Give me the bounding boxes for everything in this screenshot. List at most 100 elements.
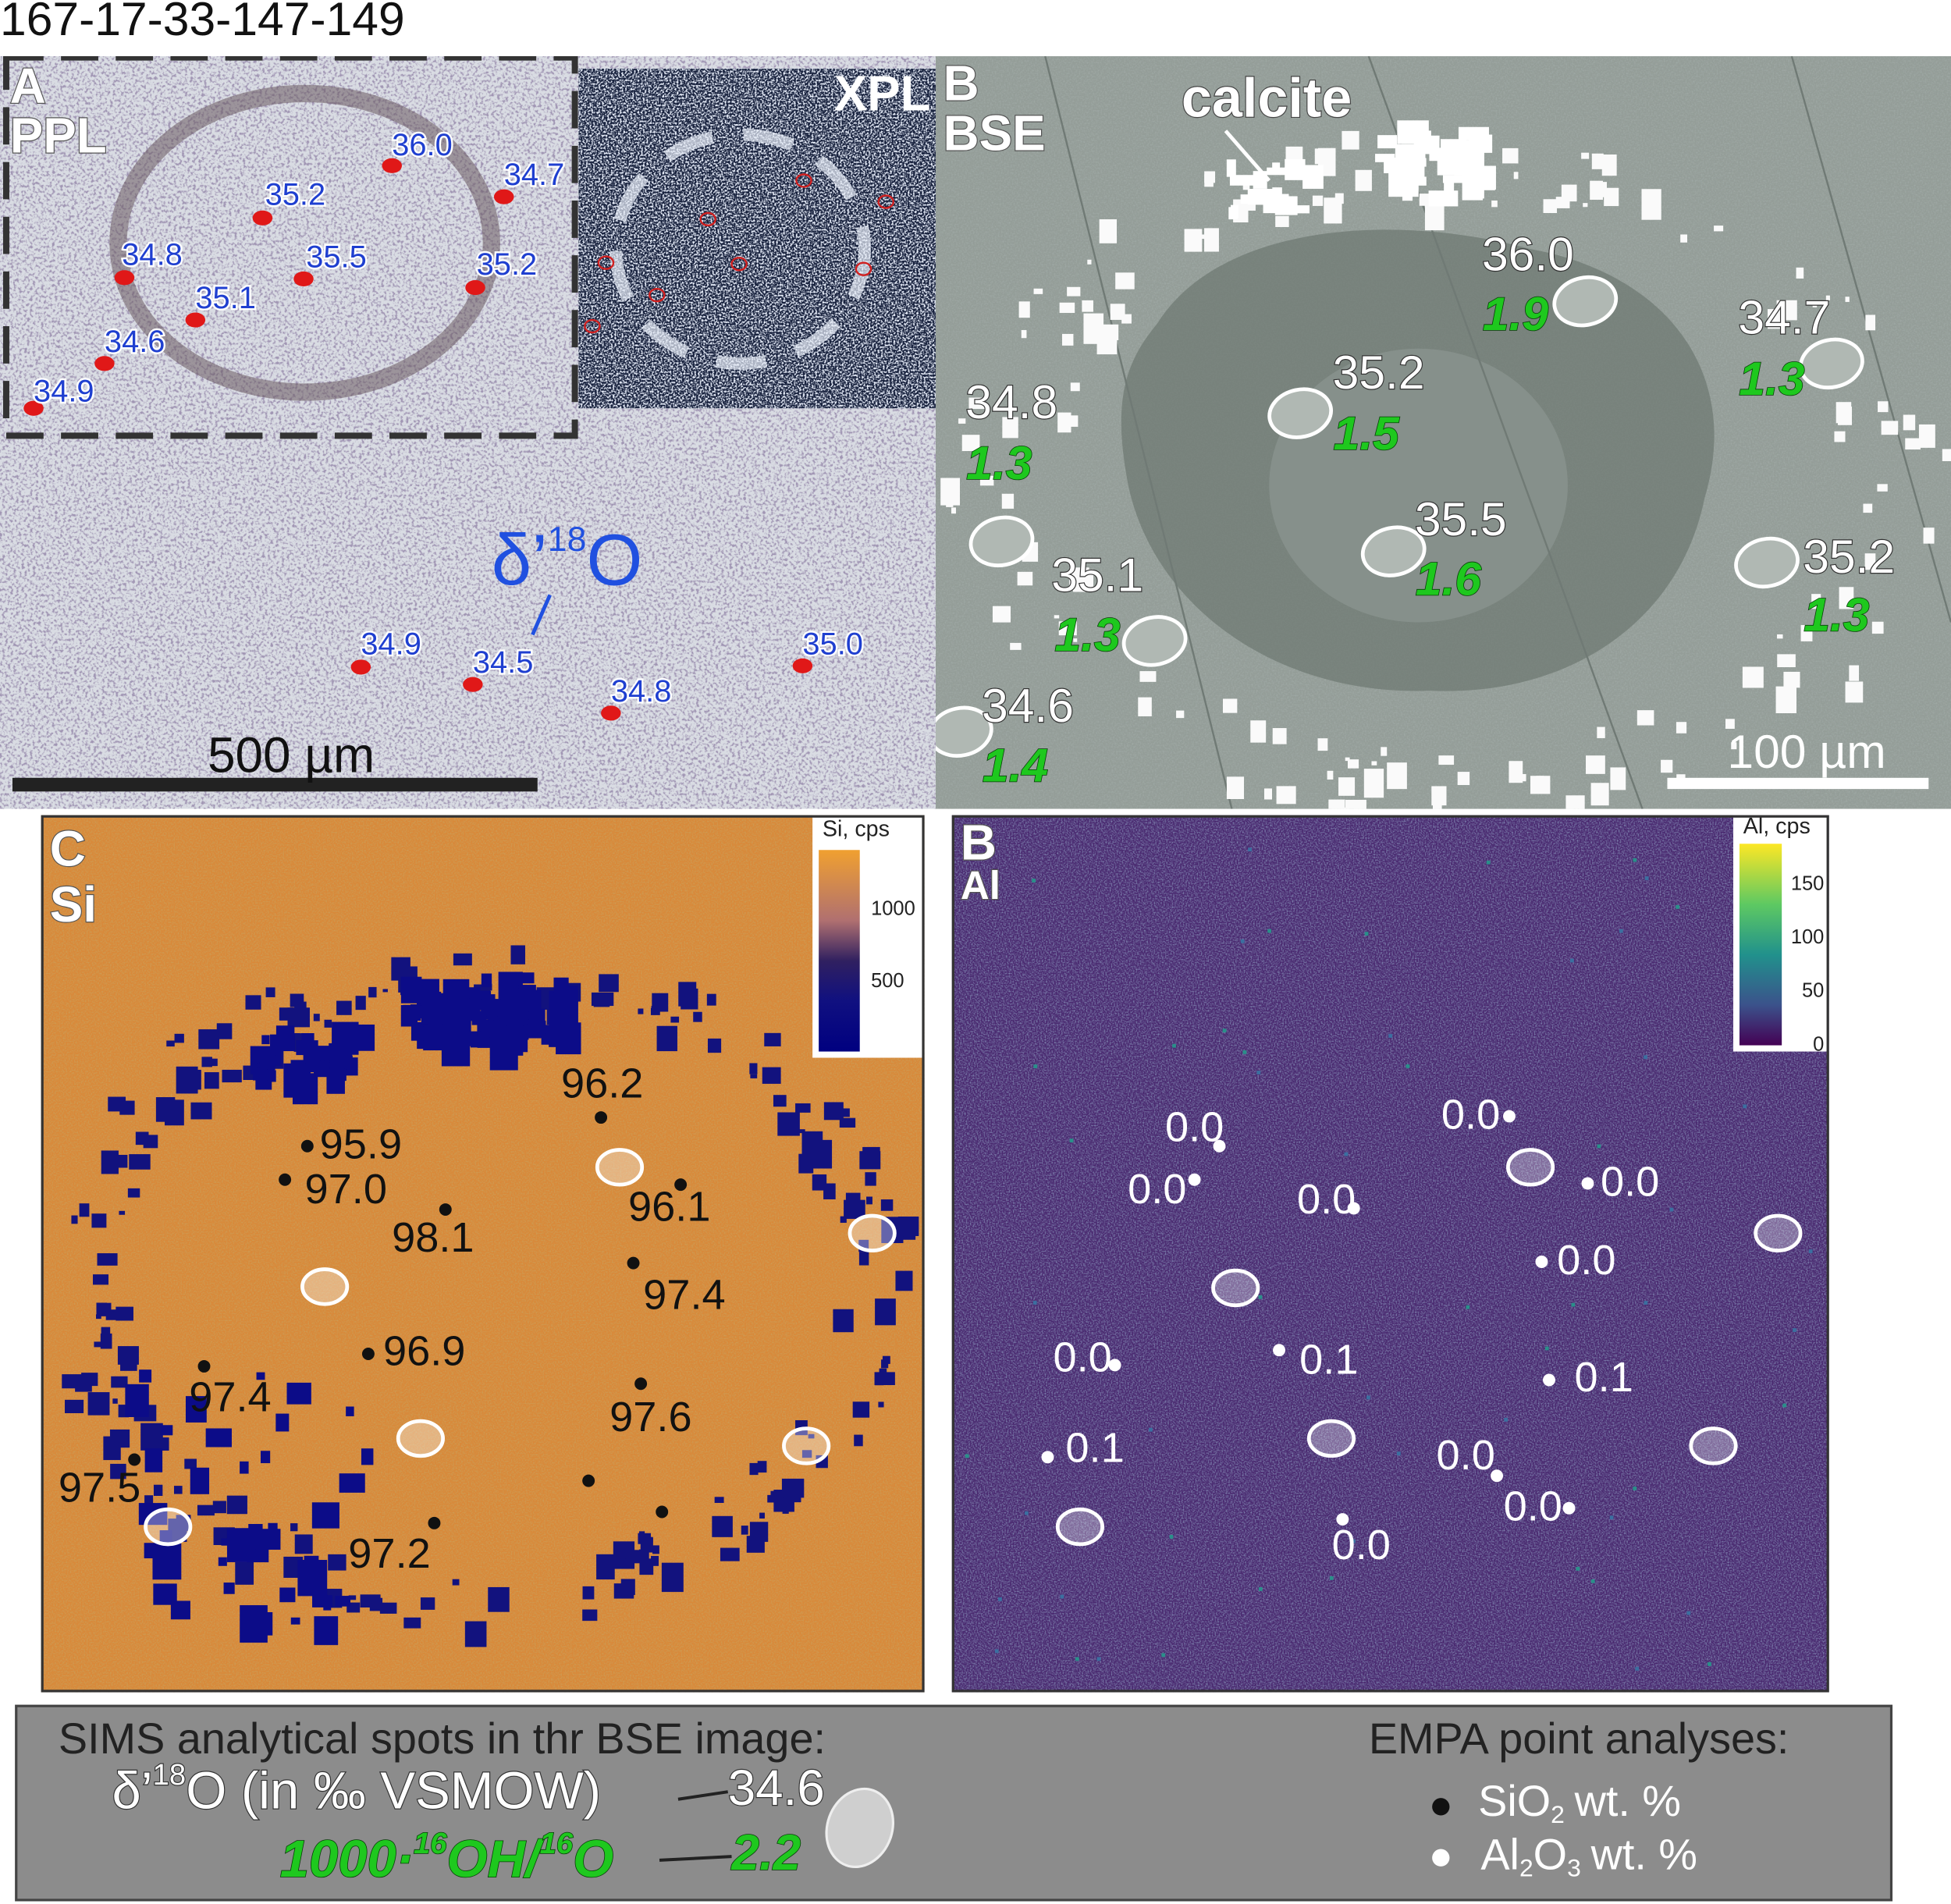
calcite-grain xyxy=(1302,165,1324,189)
calcite-grain xyxy=(1059,415,1079,427)
calcite-grain xyxy=(1586,755,1605,774)
calcite-grain xyxy=(1519,773,1526,782)
al-pixel xyxy=(1364,932,1369,936)
sims-pit xyxy=(935,705,993,758)
al-pixel xyxy=(1396,1451,1401,1456)
phase-grain xyxy=(414,979,439,1004)
calcite-grain xyxy=(1777,654,1796,668)
phase-grain xyxy=(117,1154,128,1168)
phase-grain xyxy=(895,1270,913,1291)
phase-grain xyxy=(166,1040,175,1047)
phase-grain xyxy=(651,1555,659,1566)
empa-point xyxy=(1108,1359,1121,1372)
calcite-grain xyxy=(1783,671,1800,688)
phase-grain xyxy=(757,1461,767,1473)
phase-grain xyxy=(153,1484,163,1496)
phase-grain xyxy=(129,1154,151,1170)
xpl-spot xyxy=(597,255,615,270)
empa-point xyxy=(279,1173,292,1186)
calcite-grain xyxy=(1731,742,1737,750)
calcite-grain xyxy=(1059,302,1075,314)
phase-grain xyxy=(94,1341,101,1348)
colorbar-tick-label: 1000 xyxy=(871,898,915,920)
calcite-grain xyxy=(1267,167,1291,176)
phase-grain xyxy=(746,1536,765,1553)
phase-grain xyxy=(286,1064,298,1072)
sims-pit xyxy=(595,1148,645,1187)
phase-grain xyxy=(707,1038,722,1053)
empa-point xyxy=(128,1453,141,1466)
legend-leader xyxy=(659,1855,732,1862)
panel-label: A xyxy=(10,58,46,114)
phase-grain xyxy=(290,1033,300,1040)
calcite-grain xyxy=(1263,788,1273,800)
calcite-grain xyxy=(1058,621,1077,636)
phase-grain xyxy=(101,1150,119,1174)
spot-label: 34.8 xyxy=(122,237,183,272)
phase-grain xyxy=(104,1410,110,1415)
phase-grain xyxy=(290,1617,300,1625)
al-pixel xyxy=(1032,1301,1037,1305)
phase-grain xyxy=(111,1376,128,1388)
phase-grain xyxy=(446,1003,468,1017)
calcite-grain xyxy=(1400,176,1427,186)
al-pixel xyxy=(1544,1346,1549,1351)
panel-label: C xyxy=(50,820,86,876)
phase-grain xyxy=(159,1530,172,1543)
phase-grain xyxy=(100,1333,112,1349)
calcite-grain xyxy=(1796,267,1804,279)
sims-pit xyxy=(848,1213,897,1253)
colorbar xyxy=(1739,844,1782,1046)
d18o-label: 35.2 xyxy=(1803,530,1895,583)
d18o-label: 35.1 xyxy=(1051,549,1143,602)
calcite-grain xyxy=(1839,587,1854,609)
calcite-grain xyxy=(968,397,985,410)
calcite-grain xyxy=(1561,184,1577,202)
al-pixel xyxy=(1486,860,1491,865)
oh-label: 1.4 xyxy=(983,739,1048,792)
phase-grain xyxy=(125,1384,149,1418)
calcite-grain xyxy=(1863,503,1873,513)
calcite-grain xyxy=(1067,286,1081,297)
al-pixel xyxy=(1406,1064,1410,1068)
phase-grain xyxy=(324,1019,332,1028)
sims-spot xyxy=(792,658,813,673)
phase-grain xyxy=(339,1473,365,1493)
calcite-grain xyxy=(1342,130,1359,150)
calcite-grain xyxy=(1083,313,1104,344)
phase-grain xyxy=(773,1095,787,1107)
phase-grain xyxy=(101,1327,111,1334)
calcite-grain xyxy=(1849,665,1860,681)
text-part: SiO xyxy=(1478,1776,1551,1825)
calcite-grain xyxy=(1363,769,1384,798)
sims-pit xyxy=(1306,1419,1356,1458)
calcite-grain xyxy=(1338,807,1354,809)
phase-grain xyxy=(110,1463,126,1480)
calcite-grain xyxy=(1800,624,1813,641)
al-pixel xyxy=(1571,1302,1576,1307)
calcite-grain xyxy=(1290,205,1310,214)
phase-grain xyxy=(112,1398,118,1404)
calcite-grain xyxy=(1087,259,1092,265)
calcite-grain xyxy=(1334,193,1344,204)
calcite-grain xyxy=(1776,300,1797,321)
calcite-grain xyxy=(1176,710,1185,719)
legend-sio2-marker xyxy=(1432,1798,1450,1816)
xpl-spot xyxy=(795,173,812,188)
phase-grain xyxy=(62,1374,84,1389)
panel-frame xyxy=(951,815,1829,1693)
al-pixel xyxy=(1644,876,1649,880)
panel-frame xyxy=(41,815,925,1693)
phase-grain xyxy=(144,1495,154,1504)
calcite-grain xyxy=(1825,295,1830,300)
calcite-grain xyxy=(1610,767,1626,790)
phase-grain xyxy=(119,1210,126,1215)
calcite-grain xyxy=(1903,414,1916,431)
ppl-ring xyxy=(109,84,500,401)
phase-grain xyxy=(346,1406,354,1416)
al2o3-label: 0.0 xyxy=(1332,1522,1391,1568)
phase-grain xyxy=(105,1309,119,1320)
calcite-grain xyxy=(1432,801,1442,809)
phase-grain xyxy=(599,974,619,993)
